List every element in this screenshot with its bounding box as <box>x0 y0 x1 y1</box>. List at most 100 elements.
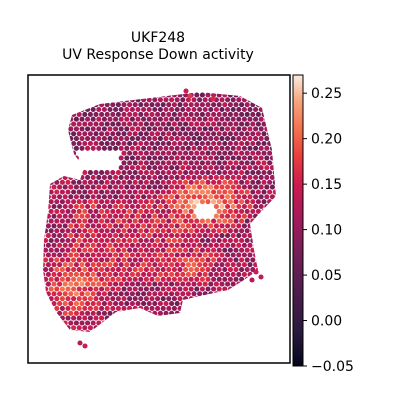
tissue-spot <box>101 233 107 239</box>
tissue-spot <box>227 208 233 214</box>
tissue-spot <box>54 111 60 117</box>
tissue-spot <box>191 106 197 113</box>
tissue-spot <box>202 233 208 239</box>
tissue-spot <box>225 194 231 200</box>
tissue-spot <box>185 330 191 332</box>
tissue-spot <box>143 179 149 185</box>
tissue-spot <box>43 223 46 229</box>
tissue-spot <box>110 296 116 302</box>
tissue-spot <box>250 160 256 166</box>
tissue-spot <box>171 102 177 108</box>
tissue-spot <box>143 296 149 302</box>
tissue-spot <box>199 325 205 331</box>
tissue-spot <box>127 305 133 311</box>
tissue-spot <box>93 335 98 340</box>
tissue-spot <box>104 111 110 117</box>
tissue-spot <box>143 325 149 331</box>
tissue-spot <box>228 335 233 340</box>
tissue-spot <box>118 330 124 332</box>
tissue-spot <box>99 286 105 292</box>
tissue-spot <box>197 330 203 332</box>
tissue-spot <box>51 262 57 268</box>
tissue-spot <box>250 102 256 108</box>
tissue-spot <box>48 121 54 127</box>
tissue-spot <box>135 203 141 210</box>
tissue-spot <box>127 296 133 302</box>
tissue-spot <box>194 102 200 108</box>
tissue-spot <box>96 223 102 229</box>
tissue-spot <box>143 140 149 147</box>
tissue-spot <box>129 242 135 248</box>
tissue-spot <box>43 116 46 122</box>
tissue-spot <box>169 155 175 161</box>
tissue-spot <box>68 310 74 316</box>
tissue-spot <box>185 136 191 142</box>
tissue-spot <box>253 106 259 113</box>
tissue-spot <box>261 247 267 253</box>
tissue-spot <box>43 247 49 253</box>
tissue-spot <box>166 325 172 331</box>
tissue-spot <box>227 199 233 205</box>
tissue-spot <box>241 116 247 122</box>
tissue-spot <box>124 252 130 258</box>
tissue-spot <box>275 262 276 268</box>
tissue-spot <box>222 335 227 340</box>
tissue-spot <box>57 136 63 142</box>
tissue-spot <box>143 257 149 263</box>
tissue-spot <box>222 218 228 224</box>
tissue-spot <box>202 252 208 258</box>
tissue-spot <box>197 281 203 287</box>
tissue-spot <box>135 116 141 122</box>
tissue-spot <box>149 179 155 185</box>
tissue-spot <box>57 97 63 103</box>
tissue-spot <box>127 335 132 340</box>
tissue-spot <box>71 267 77 273</box>
tissue-spot <box>37 102 42 107</box>
tissue-spot <box>87 92 93 98</box>
tissue-spot <box>121 247 127 253</box>
tissue-spot <box>101 223 107 229</box>
tissue-spot <box>107 126 113 132</box>
tissue-spot <box>205 140 211 147</box>
tissue-spot <box>269 223 275 229</box>
tissue-spot <box>65 247 71 253</box>
tissue-spot <box>121 305 127 311</box>
tissue-spot <box>48 179 54 185</box>
tissue-spot <box>222 315 228 321</box>
tissue-spot <box>202 242 208 248</box>
colorbar-tick-label: 0.05 <box>311 268 342 284</box>
tissue-spot <box>225 106 231 113</box>
tissue-spot <box>202 106 208 113</box>
tissue-spot <box>129 262 135 268</box>
tissue-spot <box>269 136 275 142</box>
tissue-spot <box>202 281 208 287</box>
tissue-spot <box>163 291 169 297</box>
tissue-spot <box>216 131 222 137</box>
tissue-spot <box>261 92 267 98</box>
tissue-spot <box>174 271 180 277</box>
tissue-spot <box>96 97 102 103</box>
tissue-spot <box>191 301 197 307</box>
tissue-spot <box>219 116 225 122</box>
tissue-spot <box>37 160 42 165</box>
tissue-spot <box>157 184 163 190</box>
tissue-spot <box>213 174 219 180</box>
tissue-spot <box>160 228 166 234</box>
tissue-spot <box>185 194 191 200</box>
tissue-spot <box>124 262 130 268</box>
tissue-spot <box>233 218 239 224</box>
tissue-spot <box>54 121 60 127</box>
tissue-spot <box>197 136 203 142</box>
tissue-spot <box>99 131 105 137</box>
tissue-spot <box>37 189 42 194</box>
tissue-spot <box>93 218 99 224</box>
tissue-spot <box>230 136 236 142</box>
tissue-spot <box>244 315 250 321</box>
tissue-spot <box>261 111 267 117</box>
tissue-spot <box>267 121 273 127</box>
tissue-spot <box>216 257 222 263</box>
tissue-spot <box>152 291 158 297</box>
tissue-spot <box>272 228 276 234</box>
tissue-spot <box>211 189 217 195</box>
